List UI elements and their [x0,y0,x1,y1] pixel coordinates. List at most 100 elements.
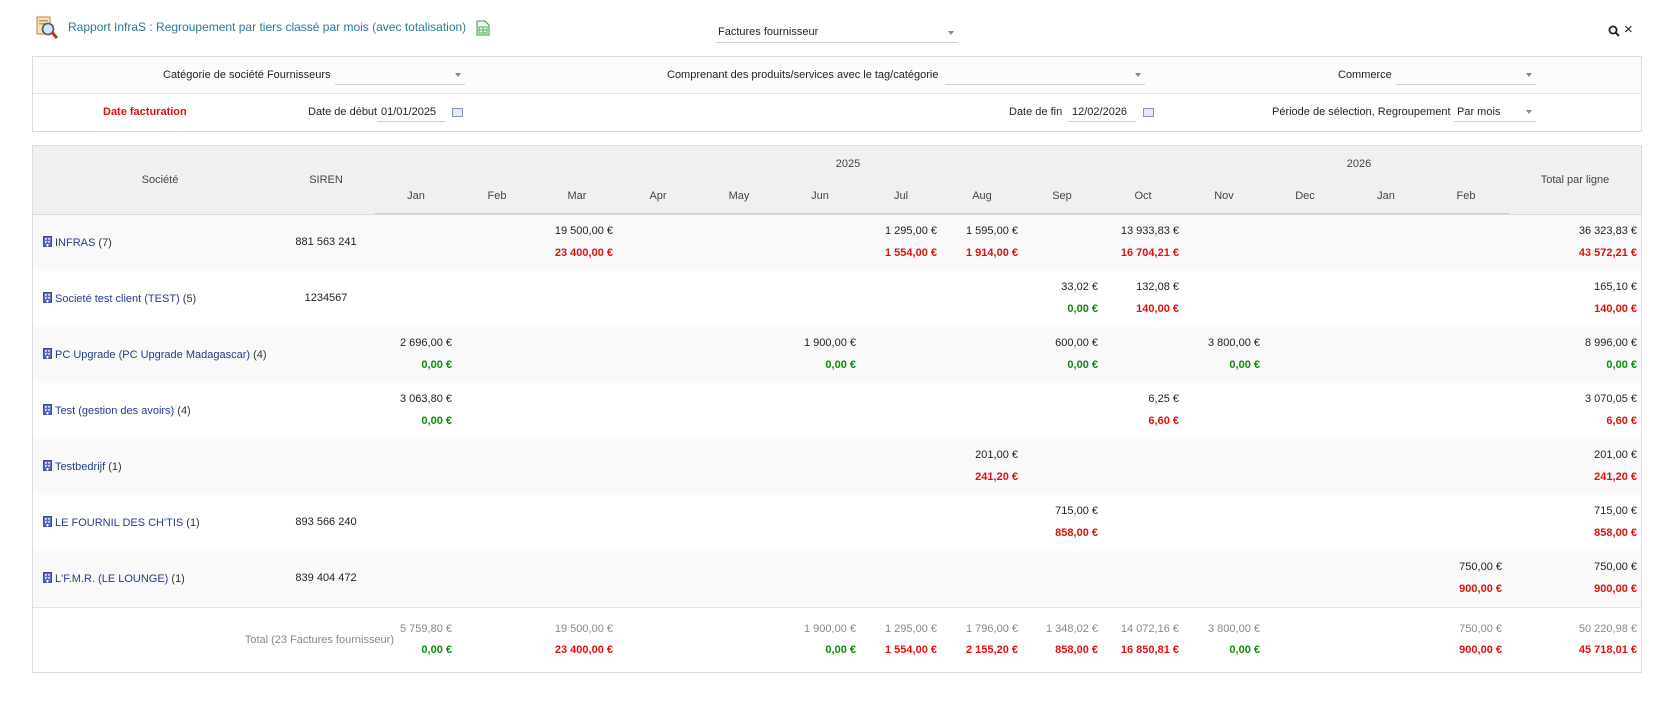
month-header-feb: Feb [487,190,507,202]
total-cell-amount-ttc: 16 850,81 € [1120,644,1179,656]
month-header-sep: Sep [1052,190,1072,202]
chevron-down-icon [455,73,461,77]
month-cell-amount-ttc: 23 400,00 € [554,247,613,259]
building-icon [43,404,52,415]
report-title: Rapport InfraS : Regroupement par tiers … [68,20,467,34]
close-icon[interactable]: × [1624,21,1633,38]
building-icon [43,236,52,247]
company-link[interactable]: L'F.M.R. (LE LOUNGE) [55,573,169,585]
total-cell-amount-ttc: 0,00 € [825,644,856,656]
month-cell-amount-ttc: 1 914,00 € [966,247,1018,259]
total-cell-amount-ttc: 23 400,00 € [554,644,613,656]
top-bar: Rapport InfraS : Regroupement par tiers … [0,0,1666,56]
month-header-mar: Mar [567,190,587,202]
grand-total-amount-ttc: 45 718,01 € [1578,644,1637,656]
siren-cell: 893 566 240 [295,516,357,528]
month-cell-amount-ttc: 1 554,00 € [885,247,937,259]
month-cell-amount-ttc: 16 704,21 € [1120,247,1179,259]
month-cell-amount-ht: 13 933,83 € [1120,225,1179,237]
month-cell-amount-ht: 33,02 € [1061,281,1098,293]
building-icon [43,516,52,527]
spreadsheet-export-icon[interactable] [476,20,490,36]
month-cell-amount-ttc: 0,00 € [1229,359,1260,371]
chevron-down-icon [1135,73,1141,77]
month-header-dec: Dec [1295,190,1315,202]
period-value: Par mois [1457,106,1501,118]
company-link[interactable]: LE FOURNIL DES CH'TIS [55,517,184,529]
row-total-amount-ht: 750,00 € [1594,561,1637,573]
total-cell-amount-ttc: 900,00 € [1459,644,1502,656]
total-cell-amount-ttc: 2 155,20 € [966,644,1018,656]
siren-cell: 1234567 [304,292,348,304]
row-total-amount-ttc: 43 572,21 € [1578,247,1637,259]
commerce-select[interactable] [1396,66,1536,85]
month-cell-amount-ttc: 0,00 € [421,415,452,427]
start-date-input[interactable]: 01/01/2025 [377,103,445,122]
company-cell: Societé test client (TEST) (5) [43,292,196,305]
filter-panel: Catégorie de société Fournisseurs Compre… [32,56,1642,132]
building-icon [43,460,52,471]
table-row: PC Upgrade (PC Upgrade Madagascar) (4) 2 … [33,327,1641,384]
row-total-amount-ht: 36 323,83 € [1578,225,1637,237]
calendar-icon[interactable] [452,108,463,117]
month-header-may: May [728,190,750,202]
total-cell-amount-ht: 14 072,16 € [1120,623,1179,635]
row-total-amount-ht: 3 070,05 € [1585,393,1637,405]
period-select[interactable]: Par mois [1454,103,1536,122]
total-cell-amount-ht: 1 796,00 € [966,623,1018,635]
month-header-apr: Apr [649,190,667,202]
report-type-select[interactable]: Factures fournisseur [716,24,958,43]
column-header-siren: SIREN [309,174,343,186]
month-cell-amount-ttc: 858,00 € [1055,527,1098,539]
siren-cell: 839 404 472 [295,572,357,584]
invoice-count: (1) [186,517,200,529]
company-link[interactable]: Testbedrijf [55,461,106,473]
tag-category-select[interactable] [945,66,1145,85]
month-cell-amount-ht: 1 900,00 € [804,337,856,349]
table-header: Société SIREN 2025 2026 Total par ligne … [33,146,1641,215]
chevron-down-icon [1526,110,1532,114]
total-cell-amount-ht: 5 759,80 € [400,623,452,635]
month-cell-amount-ht: 3 063,80 € [400,393,452,405]
total-cell-amount-ht: 750,00 € [1459,623,1502,635]
row-total-amount-ttc: 0,00 € [1606,359,1637,371]
month-cell-amount-ht: 201,00 € [975,449,1018,461]
month-header-jan: Jan [1377,190,1395,202]
chevron-down-icon [1526,73,1532,77]
row-total-amount-ttc: 858,00 € [1594,527,1637,539]
supplier-category-label: Catégorie de société Fournisseurs [163,69,331,81]
search-icon[interactable] [1608,25,1620,37]
table-row: Testbedrijf (1) 201,00 € 241,20 € 201,00 € 2… [33,439,1641,496]
total-cell-amount-ht: 1 348,02 € [1046,623,1098,635]
report-magnifier-icon [36,16,59,40]
period-label: Période de sélection, Regroupement [1272,106,1451,118]
company-link[interactable]: INFRAS [55,237,96,249]
company-link[interactable]: Test (gestion des avoirs) [55,405,175,417]
month-cell-amount-ht: 1 595,00 € [966,225,1018,237]
invoice-count: (1) [108,461,122,473]
month-cell-amount-ht: 2 696,00 € [400,337,452,349]
month-header-jan: Jan [407,190,425,202]
end-date-value: 12/02/2026 [1072,106,1128,118]
column-header-company: Société [141,174,179,186]
calendar-icon[interactable] [1143,108,1154,117]
invoice-count: (4) [253,349,267,361]
month-cell-amount-ttc: 0,00 € [1067,303,1098,315]
total-cell-amount-ht: 19 500,00 € [554,623,613,635]
company-link[interactable]: PC Upgrade (PC Upgrade Madagascar) [55,349,251,361]
chevron-down-icon [948,31,954,35]
company-cell: INFRAS (7) [43,236,112,249]
total-cell-amount-ht: 1 900,00 € [804,623,856,635]
grand-total-amount-ht: 50 220,98 € [1578,623,1637,635]
supplier-category-select[interactable] [335,66,465,85]
company-cell: Test (gestion des avoirs) (4) [43,404,191,417]
total-cell-amount-ttc: 1 554,00 € [885,644,937,656]
company-link[interactable]: Societé test client (TEST) [55,293,180,305]
total-label: Total (23 Factures fournisseur) [244,634,394,646]
end-date-input[interactable]: 12/02/2026 [1068,103,1136,122]
table-row: L'F.M.R. (LE LOUNGE) (1) 839 404 472 750,0… [33,551,1641,608]
year-header-2025: 2025 [835,158,861,170]
row-total-amount-ttc: 140,00 € [1594,303,1637,315]
month-header-feb: Feb [1456,190,1476,202]
month-cell-amount-ht: 715,00 € [1055,505,1098,517]
